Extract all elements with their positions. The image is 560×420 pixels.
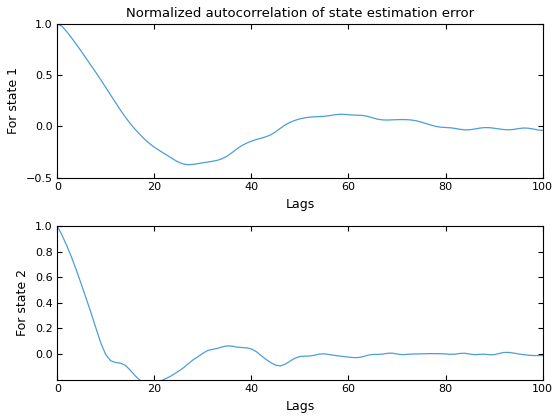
X-axis label: Lags: Lags xyxy=(286,198,315,211)
Y-axis label: For state 2: For state 2 xyxy=(16,269,29,336)
X-axis label: Lags: Lags xyxy=(286,400,315,413)
Y-axis label: For state 1: For state 1 xyxy=(7,67,20,134)
Title: Normalized autocorrelation of state estimation error: Normalized autocorrelation of state esti… xyxy=(126,7,474,20)
